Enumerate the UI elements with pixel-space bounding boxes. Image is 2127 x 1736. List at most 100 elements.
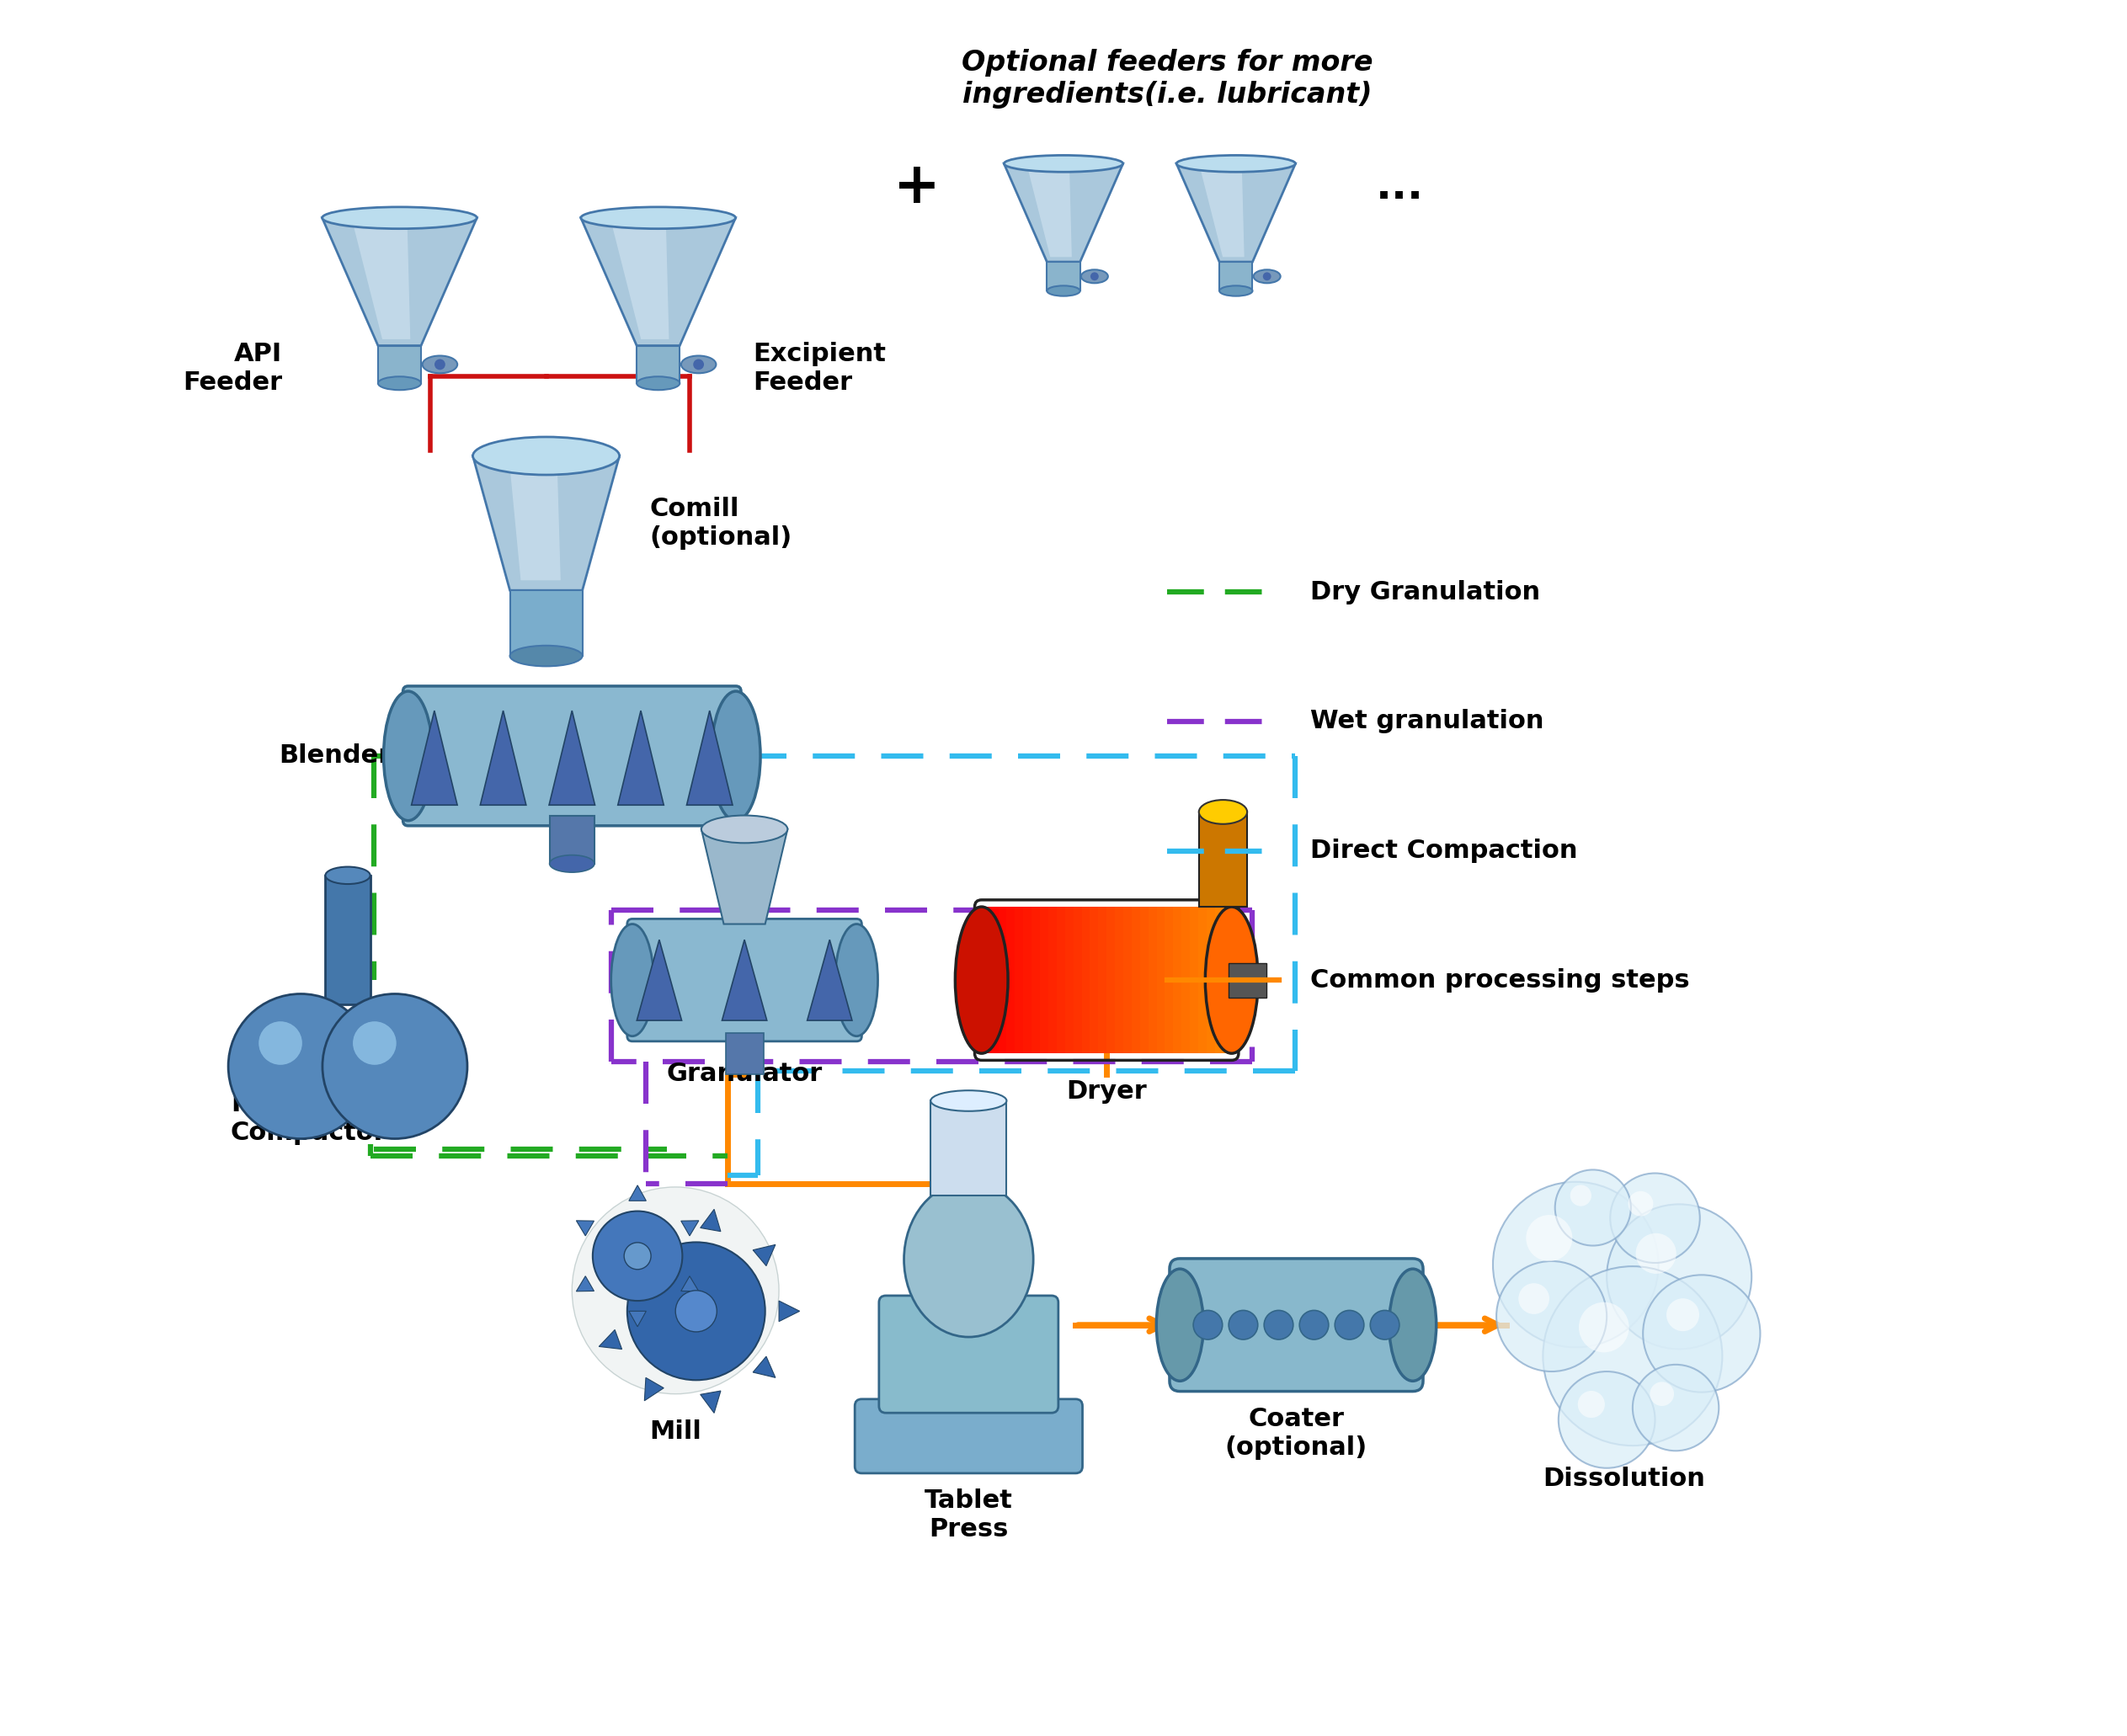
- FancyBboxPatch shape: [627, 918, 861, 1042]
- Circle shape: [1300, 1311, 1329, 1340]
- Ellipse shape: [1389, 1269, 1436, 1380]
- Circle shape: [1493, 1182, 1659, 1347]
- FancyBboxPatch shape: [1170, 1259, 1423, 1391]
- Bar: [1046, 262, 1081, 292]
- Polygon shape: [630, 1311, 647, 1326]
- Text: Dissolution: Dissolution: [1542, 1467, 1706, 1491]
- Polygon shape: [687, 710, 732, 806]
- Ellipse shape: [1004, 155, 1123, 172]
- Ellipse shape: [702, 816, 787, 844]
- Bar: [325, 875, 370, 1005]
- Ellipse shape: [321, 207, 476, 229]
- Bar: [1032, 906, 1042, 1054]
- Circle shape: [1610, 1174, 1699, 1262]
- Polygon shape: [630, 1186, 647, 1201]
- Bar: [725, 1033, 764, 1075]
- Text: Comill
(optional): Comill (optional): [649, 496, 791, 550]
- Bar: [1140, 906, 1151, 1054]
- Polygon shape: [481, 710, 525, 806]
- Polygon shape: [778, 1300, 800, 1321]
- Bar: [1089, 906, 1100, 1054]
- Circle shape: [1336, 1311, 1363, 1340]
- Circle shape: [1525, 1215, 1572, 1262]
- Circle shape: [259, 1021, 302, 1064]
- Bar: [510, 590, 583, 656]
- Polygon shape: [700, 1210, 721, 1231]
- Circle shape: [434, 359, 445, 370]
- Ellipse shape: [423, 356, 457, 373]
- Text: Common processing steps: Common processing steps: [1310, 969, 1689, 993]
- Circle shape: [1559, 1371, 1655, 1469]
- Circle shape: [627, 1243, 766, 1380]
- Circle shape: [676, 1290, 717, 1332]
- Bar: [1174, 906, 1183, 1054]
- Bar: [1132, 906, 1142, 1054]
- Circle shape: [593, 1212, 683, 1300]
- Text: Granulator: Granulator: [666, 1062, 823, 1087]
- Ellipse shape: [710, 691, 759, 821]
- Ellipse shape: [932, 1090, 1006, 1111]
- Circle shape: [1229, 1311, 1257, 1340]
- Polygon shape: [753, 1245, 776, 1266]
- Ellipse shape: [636, 377, 681, 391]
- Bar: [1183, 906, 1191, 1054]
- Ellipse shape: [325, 866, 370, 884]
- Bar: [1200, 812, 1246, 906]
- Circle shape: [572, 1187, 778, 1394]
- Bar: [1023, 906, 1034, 1054]
- Bar: [1115, 906, 1125, 1054]
- Polygon shape: [411, 710, 457, 806]
- Circle shape: [1665, 1299, 1699, 1332]
- Polygon shape: [510, 462, 562, 580]
- Polygon shape: [700, 1391, 721, 1413]
- Bar: [636, 345, 681, 384]
- Bar: [1223, 906, 1234, 1054]
- Circle shape: [1497, 1260, 1606, 1371]
- Circle shape: [1627, 1191, 1653, 1217]
- Text: Roller
Compactor: Roller Compactor: [230, 1092, 387, 1144]
- Polygon shape: [321, 217, 476, 345]
- Text: Blender: Blender: [279, 743, 391, 767]
- Bar: [1006, 906, 1017, 1054]
- Bar: [989, 906, 1000, 1054]
- Text: Wet granulation: Wet granulation: [1310, 710, 1544, 734]
- Bar: [998, 906, 1008, 1054]
- Bar: [1157, 906, 1168, 1054]
- Text: Excipient
Feeder: Excipient Feeder: [753, 342, 887, 394]
- Text: ...: ...: [1376, 167, 1423, 207]
- Polygon shape: [600, 1330, 621, 1349]
- Bar: [1189, 906, 1200, 1054]
- Bar: [1206, 906, 1217, 1054]
- Circle shape: [1634, 1364, 1719, 1451]
- Polygon shape: [644, 1378, 664, 1401]
- Circle shape: [623, 1243, 651, 1269]
- Bar: [981, 906, 991, 1054]
- Text: Direct Compaction: Direct Compaction: [1310, 838, 1578, 863]
- Polygon shape: [353, 224, 411, 339]
- Polygon shape: [1200, 168, 1244, 257]
- Text: Tablet
Press: Tablet Press: [925, 1489, 1012, 1542]
- Circle shape: [693, 359, 704, 370]
- Polygon shape: [581, 217, 736, 345]
- FancyBboxPatch shape: [855, 1399, 1083, 1474]
- Polygon shape: [472, 457, 619, 590]
- Ellipse shape: [1206, 906, 1257, 1054]
- Polygon shape: [576, 1276, 593, 1292]
- Text: Optional feeders for more
ingredients(i.e. lubricant): Optional feeders for more ingredients(i.…: [961, 49, 1372, 109]
- Ellipse shape: [955, 906, 1008, 1054]
- Text: +: +: [893, 160, 940, 215]
- Circle shape: [1370, 1311, 1400, 1340]
- FancyBboxPatch shape: [402, 686, 740, 826]
- Bar: [1123, 906, 1134, 1054]
- Polygon shape: [753, 1356, 776, 1378]
- Bar: [1057, 906, 1066, 1054]
- Bar: [1227, 963, 1266, 996]
- Bar: [1219, 262, 1253, 292]
- Circle shape: [1570, 1186, 1591, 1207]
- Bar: [1049, 906, 1059, 1054]
- Circle shape: [1542, 1266, 1723, 1446]
- Circle shape: [1091, 273, 1100, 281]
- FancyBboxPatch shape: [878, 1295, 1059, 1413]
- Circle shape: [323, 995, 468, 1139]
- Circle shape: [1263, 1311, 1293, 1340]
